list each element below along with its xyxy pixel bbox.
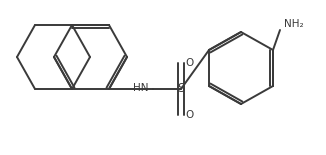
Text: O: O xyxy=(185,110,193,120)
Text: S: S xyxy=(177,82,185,95)
Text: O: O xyxy=(185,58,193,68)
Text: NH₂: NH₂ xyxy=(284,19,304,29)
Text: HN: HN xyxy=(134,83,149,93)
